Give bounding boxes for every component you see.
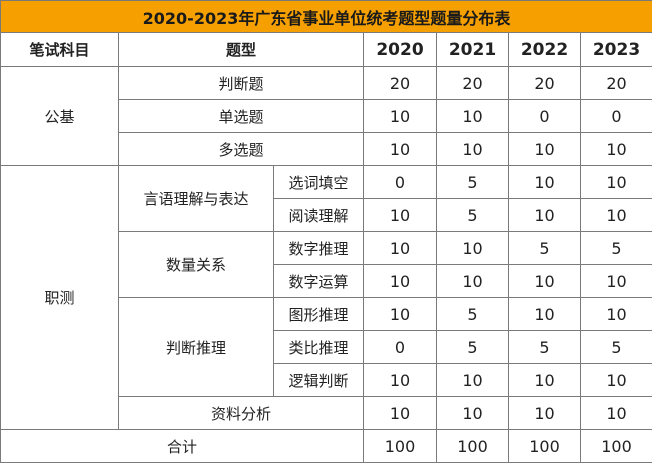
- subject-gongji: 公基: [0, 66, 119, 166]
- value-cell: 10: [436, 99, 509, 133]
- type-cell: 图形推理: [273, 297, 364, 331]
- type-cell: 资料分析: [118, 396, 364, 430]
- value-cell: 5: [436, 297, 509, 331]
- value-cell: 0: [363, 330, 437, 364]
- group-cell: 判断推理: [118, 297, 274, 397]
- group-cell: 数量关系: [118, 231, 274, 298]
- table-row: 多选题 10 10 10 10: [1, 132, 652, 166]
- subject-zhice: 职测: [0, 165, 119, 430]
- total-row: 合计 100 100 100 100: [0, 429, 652, 463]
- value-cell: 10: [579, 264, 652, 298]
- value-cell: 10: [508, 165, 581, 199]
- value-cell: 10: [436, 132, 509, 166]
- value-cell: 20: [436, 66, 509, 100]
- value-cell: 20: [363, 66, 437, 100]
- type-cell: 多选题: [118, 132, 364, 166]
- value-cell: 5: [508, 231, 581, 265]
- table-row: 单选题 10 10 0 0: [1, 99, 652, 133]
- value-cell: 5: [436, 165, 509, 199]
- header-year-2021: 2021: [436, 32, 509, 67]
- table-row: 资料分析 10 10 10 10: [1, 396, 652, 430]
- value-cell: 10: [436, 363, 509, 397]
- value-cell: 10: [579, 396, 652, 430]
- value-cell: 10: [436, 231, 509, 265]
- header-subject: 笔试科目: [0, 32, 119, 67]
- value-cell: 10: [579, 165, 652, 199]
- value-cell: 10: [579, 198, 652, 232]
- value-cell: 5: [436, 198, 509, 232]
- value-cell: 20: [508, 66, 581, 100]
- value-cell: 0: [579, 99, 652, 133]
- value-cell: 10: [363, 297, 437, 331]
- table-title: 2020-2023年广东省事业单位统考题型题量分布表: [0, 0, 652, 33]
- total-value: 100: [579, 429, 652, 463]
- value-cell: 20: [579, 66, 652, 100]
- value-cell: 0: [363, 165, 437, 199]
- value-cell: 10: [363, 396, 437, 430]
- value-cell: 10: [363, 264, 437, 298]
- value-cell: 10: [436, 264, 509, 298]
- table-row: 职测 言语理解与表达 选词填空 0 5 10 10: [0, 165, 652, 430]
- value-cell: 10: [579, 297, 652, 331]
- header-year-2020: 2020: [363, 32, 437, 67]
- table-row: 数量关系 数字推理 10 10 5 5: [1, 231, 652, 298]
- value-cell: 10: [579, 132, 652, 166]
- type-cell: 数字推理: [273, 231, 364, 265]
- type-cell: 逻辑判断: [273, 363, 364, 397]
- value-cell: 10: [579, 363, 652, 397]
- total-value: 100: [436, 429, 509, 463]
- value-cell: 5: [508, 330, 581, 364]
- value-cell: 10: [508, 264, 581, 298]
- value-cell: 5: [436, 330, 509, 364]
- value-cell: 10: [436, 396, 509, 430]
- type-cell: 单选题: [118, 99, 364, 133]
- total-value: 100: [508, 429, 581, 463]
- value-cell: 10: [508, 198, 581, 232]
- type-cell: 阅读理解: [273, 198, 364, 232]
- header-year-2022: 2022: [508, 32, 581, 67]
- type-cell: 类比推理: [273, 330, 364, 364]
- type-cell: 选词填空: [273, 165, 364, 199]
- header-type: 题型: [118, 32, 364, 67]
- type-cell: 数字运算: [273, 264, 364, 298]
- value-cell: 10: [363, 198, 437, 232]
- table-row: 公基 判断题 20 20 20 20: [0, 66, 652, 166]
- value-cell: 5: [579, 231, 652, 265]
- value-cell: 10: [508, 396, 581, 430]
- value-cell: 10: [363, 363, 437, 397]
- value-cell: 10: [363, 99, 437, 133]
- value-cell: 10: [508, 132, 581, 166]
- value-cell: 10: [508, 363, 581, 397]
- value-cell: 10: [363, 132, 437, 166]
- value-cell: 0: [508, 99, 581, 133]
- total-label: 合计: [0, 429, 364, 463]
- value-cell: 5: [579, 330, 652, 364]
- group-cell: 言语理解与表达: [118, 165, 274, 232]
- table-row: 判断推理 图形推理 10 5 10 10: [1, 297, 652, 397]
- value-cell: 10: [363, 231, 437, 265]
- type-cell: 判断题: [118, 66, 364, 100]
- table-row: 逻辑判断 10 10 10 10: [1, 363, 652, 397]
- table-row: 数字运算 10 10 10 10: [1, 264, 652, 298]
- value-cell: 10: [508, 297, 581, 331]
- header-year-2023: 2023: [579, 32, 652, 67]
- table-row: 阅读理解 10 5 10 10: [1, 198, 652, 232]
- total-value: 100: [363, 429, 437, 463]
